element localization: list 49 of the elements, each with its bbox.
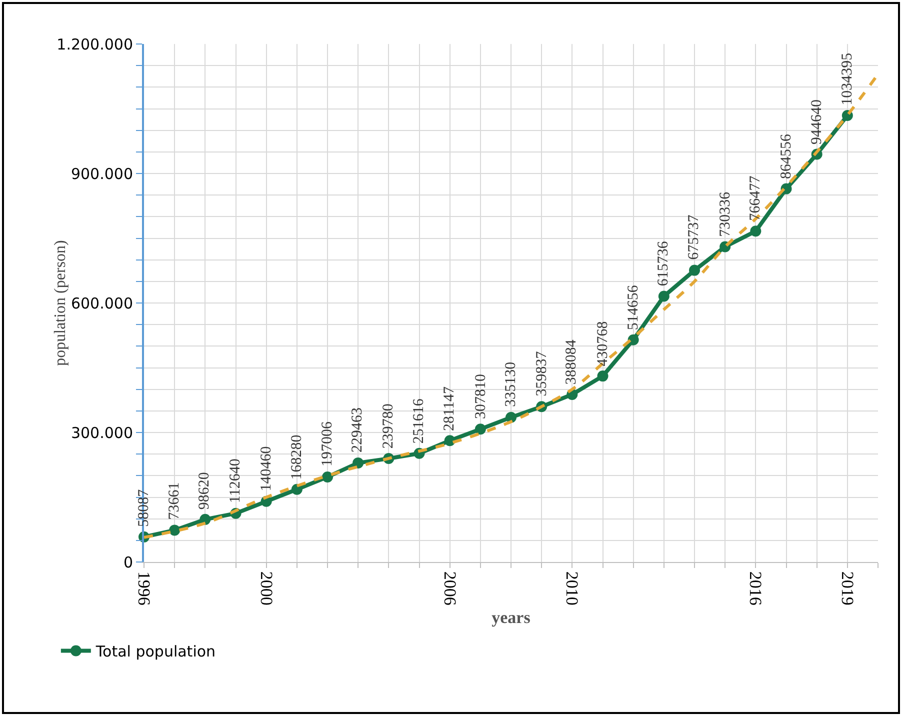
- point: [444, 435, 456, 446]
- x-tick-label: 2010: [562, 571, 582, 606]
- x-axis-title: years: [492, 608, 531, 627]
- point: [628, 334, 639, 346]
- data-label: 1034395: [839, 52, 856, 106]
- data-label: 112640: [227, 458, 244, 504]
- data-label: 388084: [564, 339, 580, 385]
- y-tick-label: 900.000: [70, 164, 133, 183]
- data-label: 229463: [350, 408, 366, 453]
- data-label: 281147: [442, 386, 458, 431]
- data-label: 58087: [136, 488, 152, 527]
- data-label: 730336: [717, 191, 734, 237]
- data-label: 615736: [656, 240, 672, 286]
- x-tick-label: 2019: [838, 571, 857, 606]
- data-label: 335130: [503, 362, 520, 407]
- data-label: 944640: [809, 100, 826, 145]
- data-label: 864556: [778, 134, 794, 180]
- point: [169, 524, 180, 536]
- y-axis-title: population (person): [52, 240, 69, 366]
- y-tick-label: 0: [123, 553, 133, 572]
- point: [291, 484, 302, 495]
- x-tick-label: 2000: [256, 571, 276, 606]
- data-label: 168280: [289, 434, 306, 480]
- point: [689, 264, 700, 276]
- data-label: 239780: [380, 404, 397, 449]
- data-label: 766477: [748, 175, 764, 221]
- legend-label: Total population: [94, 642, 216, 661]
- point: [597, 370, 608, 382]
- y-tick-label: 1.200.000: [56, 35, 133, 54]
- point: [750, 226, 762, 237]
- data-label: 197006: [320, 420, 336, 466]
- point: [658, 290, 670, 302]
- point: [352, 457, 364, 468]
- data-label: 307810: [472, 374, 489, 420]
- y-tick-label: 300.000: [70, 424, 133, 442]
- data-label: 675737: [686, 214, 702, 260]
- y-tick-label: 600.000: [70, 294, 133, 312]
- x-tick-label: 1996: [134, 571, 154, 606]
- data-label: 251616: [410, 398, 427, 444]
- x-tick-label: 2016: [746, 571, 766, 606]
- point: [474, 424, 486, 435]
- point: [322, 471, 333, 482]
- data-label: 430768: [595, 321, 612, 366]
- data-label: 140460: [258, 446, 274, 492]
- data-label: 359837: [534, 350, 550, 396]
- data-label: 514656: [625, 284, 642, 330]
- x-tick-label: 2006: [440, 571, 460, 606]
- data-label: 73661: [166, 482, 182, 520]
- data-label: 98620: [196, 472, 213, 510]
